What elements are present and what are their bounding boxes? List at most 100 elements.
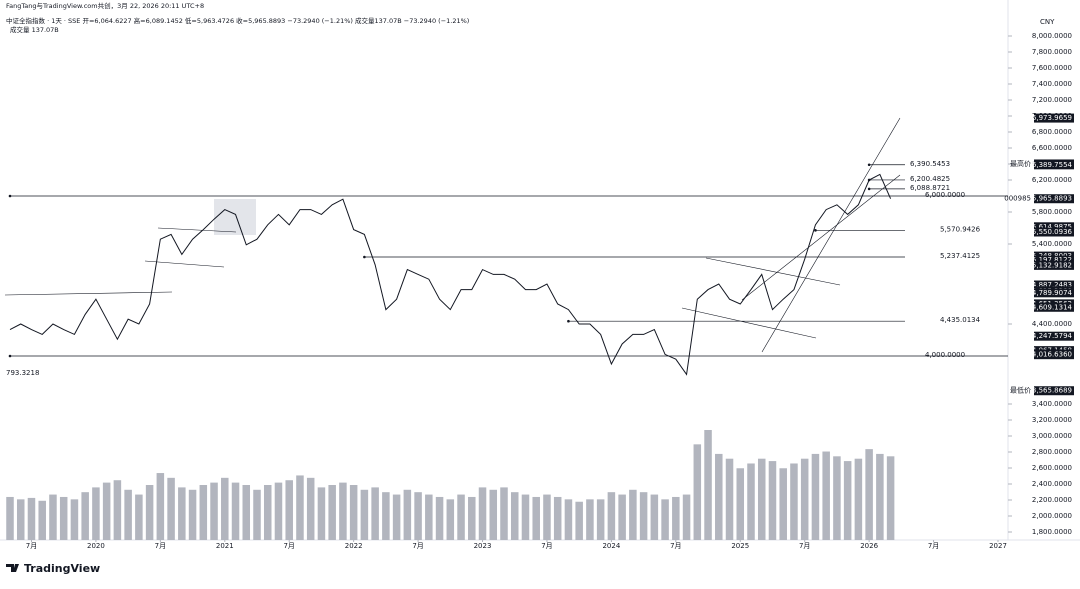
y-tick-label: 1,800.0000 bbox=[1032, 528, 1072, 536]
x-tick-label: 7月 bbox=[283, 542, 294, 550]
y-tick-label: 5,800.0000 bbox=[1032, 208, 1072, 216]
volume-bar bbox=[800, 458, 809, 540]
volume-bar bbox=[553, 496, 562, 540]
volume-bar bbox=[532, 496, 540, 540]
level-anchor bbox=[363, 255, 366, 259]
logo-icon[interactable] bbox=[6, 564, 19, 572]
symbol-line: 中证全指指数 · 1天 · SSE 开=6,064.6227 高=6,089.1… bbox=[6, 16, 469, 25]
volume-bar bbox=[210, 482, 218, 540]
price-tag-label: 6,973.9659 bbox=[1032, 114, 1072, 122]
price-tag-note: 最低价 bbox=[1010, 386, 1031, 395]
x-tick-label: 7月 bbox=[541, 542, 552, 550]
volume-bar bbox=[6, 496, 14, 540]
volume-bar bbox=[564, 499, 573, 540]
price-tag-label: 4,789.9074 bbox=[1032, 289, 1073, 297]
volume-bar bbox=[446, 499, 455, 540]
y-tick-label: 3,200.0000 bbox=[1032, 416, 1072, 424]
volume-bar bbox=[779, 468, 787, 540]
volume-bar bbox=[135, 494, 143, 540]
volume-bar bbox=[468, 496, 476, 540]
volume-bar bbox=[113, 480, 122, 540]
flag-line bbox=[144, 260, 225, 268]
y-tick-label: 6,200.0000 bbox=[1032, 176, 1072, 184]
volume-bar bbox=[639, 492, 648, 540]
volume-bar bbox=[736, 468, 745, 540]
volume-bar bbox=[425, 494, 433, 540]
volume-bar bbox=[682, 494, 691, 540]
logo[interactable]: TradingView bbox=[24, 562, 100, 575]
level-anchor bbox=[567, 319, 570, 323]
volume-bar bbox=[650, 494, 659, 540]
volume-bar bbox=[661, 499, 669, 540]
volume-bar bbox=[629, 489, 637, 540]
x-tick-label: 2021 bbox=[216, 542, 234, 550]
x-tick-label: 7月 bbox=[155, 542, 166, 550]
volume-bar bbox=[704, 430, 712, 540]
y-tick-label: 7,800.0000 bbox=[1032, 48, 1072, 56]
price-tag-label: 4,247.5794 bbox=[1032, 332, 1073, 340]
volume-bar bbox=[521, 494, 530, 540]
price-tag-note: 最高价 bbox=[1010, 159, 1031, 168]
volume-bar bbox=[693, 444, 702, 540]
y-tick-label: 2,800.0000 bbox=[1032, 448, 1072, 456]
volume-bar bbox=[607, 492, 616, 540]
volume-bar bbox=[178, 487, 186, 540]
x-tick-label: 7月 bbox=[412, 542, 423, 550]
volume-bar bbox=[489, 489, 498, 540]
y-tick-label: 8,000.0000 bbox=[1032, 32, 1072, 40]
x-tick-label: 7月 bbox=[928, 542, 939, 550]
volume-bar bbox=[92, 487, 100, 540]
volume-bar bbox=[586, 499, 594, 540]
y-tick-label: 2,600.0000 bbox=[1032, 464, 1072, 472]
volume-bar bbox=[16, 499, 25, 540]
volume-bar bbox=[371, 487, 379, 540]
credit: FangTang与TradingView.com共创，3月 22, 2026 2… bbox=[6, 1, 204, 10]
y-tick-label: 6,800.0000 bbox=[1032, 128, 1072, 136]
volume-bar bbox=[49, 494, 57, 540]
price-tag bbox=[1034, 288, 1074, 298]
price-tag-label: 4,016.6360 bbox=[1032, 351, 1072, 359]
volume-line: 成交量 137.07B bbox=[10, 25, 59, 34]
volume-bar bbox=[285, 480, 293, 540]
volume-bar bbox=[188, 489, 197, 540]
level-label: 6,088.8721 bbox=[910, 184, 950, 192]
volume-bar bbox=[747, 463, 755, 540]
y-tick-label: 2,400.0000 bbox=[1032, 480, 1072, 488]
price-tag-label: 5,132.9182 bbox=[1032, 261, 1072, 269]
price-line bbox=[9, 173, 892, 376]
volume-bar bbox=[70, 499, 79, 540]
level-anchor bbox=[8, 354, 12, 358]
volume-bar bbox=[231, 482, 240, 540]
level-anchor bbox=[867, 163, 871, 167]
volume-bar bbox=[81, 492, 89, 540]
volume-bar bbox=[59, 496, 68, 540]
x-tick-label: 7月 bbox=[799, 542, 810, 550]
volume-bar bbox=[833, 456, 841, 540]
volume-bar bbox=[854, 458, 863, 540]
price-tag bbox=[1034, 386, 1074, 396]
price-tag bbox=[1034, 331, 1074, 341]
volume-bar bbox=[865, 449, 873, 540]
x-tick-label: 7月 bbox=[26, 542, 37, 550]
level-label: 6,390.5453 bbox=[910, 160, 950, 168]
y-tick-label: 4,400.0000 bbox=[1032, 320, 1072, 328]
x-tick-label: 2027 bbox=[989, 542, 1007, 550]
trend-line bbox=[681, 307, 817, 339]
price-tag-label: 4,609.1314 bbox=[1032, 303, 1073, 311]
volume-bar bbox=[757, 458, 766, 540]
x-tick-label: 2026 bbox=[860, 542, 878, 550]
y-tick-label: 7,400.0000 bbox=[1032, 80, 1072, 88]
volume-bar bbox=[253, 489, 261, 540]
volume-bar bbox=[274, 482, 283, 540]
volume-bar bbox=[27, 497, 36, 540]
price-tag-label: 3,565.8689 bbox=[1032, 387, 1072, 395]
price-tag-label: 5,614.9875 bbox=[1032, 223, 1072, 231]
currency: CNY bbox=[1040, 18, 1055, 26]
volume-bar bbox=[478, 487, 487, 540]
volume-bar bbox=[156, 473, 165, 540]
channel-line bbox=[761, 117, 901, 353]
volume-bar bbox=[414, 492, 422, 540]
volume-bar bbox=[317, 487, 326, 540]
price-tag bbox=[1034, 260, 1074, 270]
level-label: 6,200.4825 bbox=[910, 175, 950, 183]
